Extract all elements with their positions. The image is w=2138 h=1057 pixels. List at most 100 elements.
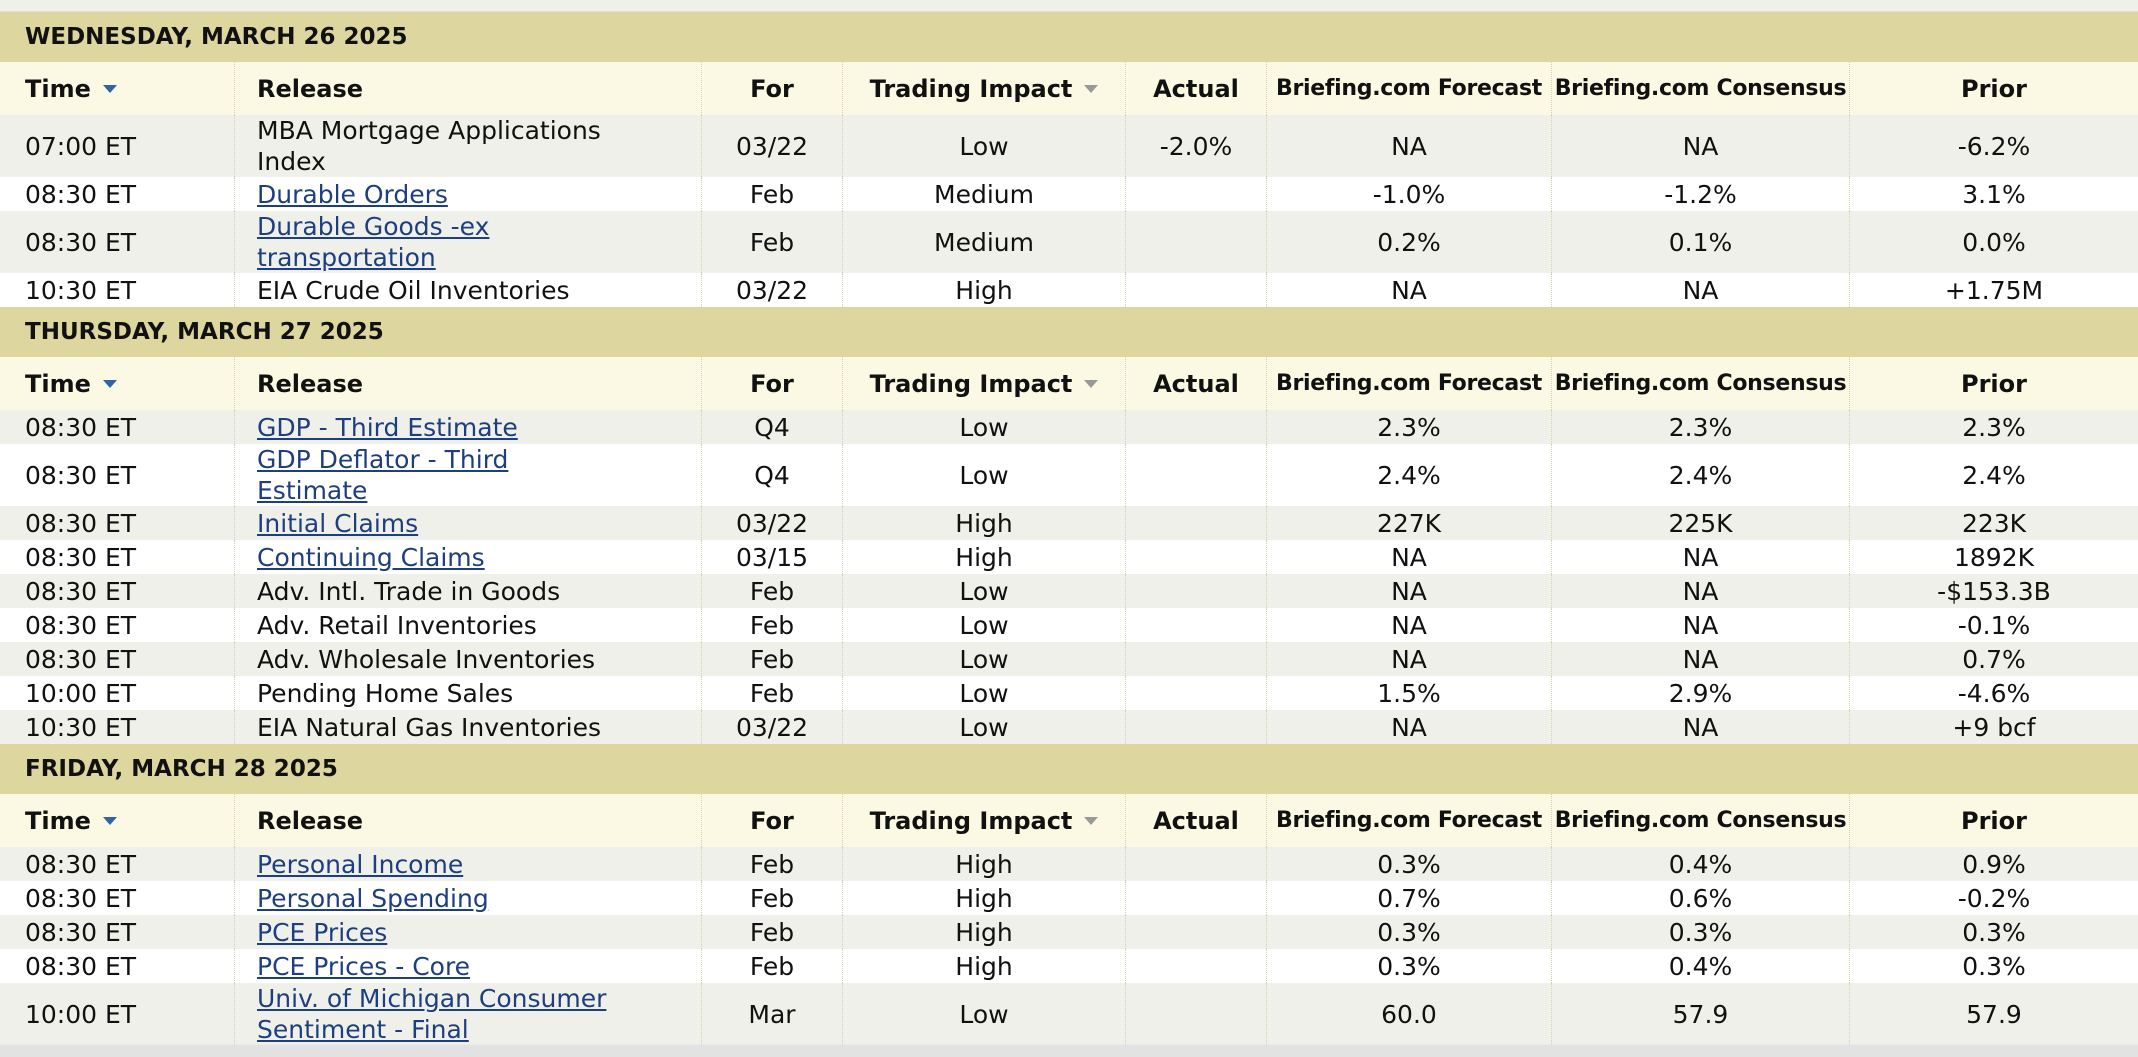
- release-row: 08:30 ET Personal Income Feb High 0.3% 0.4% 0.…: [0, 847, 2138, 881]
- release-link[interactable]: PCE Prices: [257, 917, 388, 947]
- release-link[interactable]: PCE Prices - Core: [257, 951, 471, 981]
- cell-7: +1.75M: [1850, 273, 2138, 307]
- cell-text: 03/22: [735, 712, 809, 742]
- column-header[interactable]: Time: [0, 62, 235, 115]
- release-link[interactable]: Durable Orders: [257, 179, 448, 209]
- column-header[interactable]: Trading Impact: [843, 62, 1126, 115]
- cell-3: High: [843, 540, 1126, 574]
- column-header: Actual: [1126, 62, 1267, 115]
- cell-text: NA: [1682, 275, 1719, 305]
- release-link[interactable]: Initial Claims: [257, 508, 419, 538]
- cell-6: 0.6%: [1552, 881, 1850, 915]
- column-header-text: Trading Impact: [869, 806, 1073, 835]
- sort-arrow[interactable]: [1084, 379, 1099, 388]
- cell-0: 08:30 ET: [0, 915, 235, 949]
- sort-arrow[interactable]: [102, 84, 117, 93]
- cell-text: NA: [1391, 610, 1427, 640]
- release-row: 10:30 ET EIA Crude Oil Inventories 03/22 Hi…: [0, 273, 2138, 307]
- column-header: Briefing.com Forecast: [1267, 62, 1552, 115]
- cell-2: 03/22: [702, 710, 843, 744]
- cell-text: 08:30 ET: [25, 951, 137, 981]
- release-link[interactable]: GDP Deflator - Third Estimate: [257, 445, 509, 505]
- cell-text: Medium: [934, 179, 1034, 209]
- column-header: Actual: [1126, 794, 1267, 847]
- cell-text: 08:30 ET: [25, 883, 137, 913]
- day-header: THURSDAY, MARCH 27 2025: [0, 307, 2138, 357]
- cell-6: NA: [1552, 710, 1850, 744]
- column-header[interactable]: Time: [0, 794, 235, 847]
- cell-0: 08:30 ET: [0, 540, 235, 574]
- sort-arrow[interactable]: [102, 816, 117, 825]
- release-link[interactable]: Durable Goods -ex transportation: [257, 212, 490, 272]
- column-header: Briefing.com Consensus: [1552, 357, 1850, 410]
- cell-text: 227K: [1376, 508, 1442, 538]
- cell-text: 08:30 ET: [25, 179, 137, 209]
- sort-arrow[interactable]: [102, 379, 117, 388]
- cell-7: -0.1%: [1850, 608, 2138, 642]
- column-header-text: Release: [257, 74, 364, 103]
- release-link[interactable]: Personal Income: [257, 849, 464, 879]
- column-header-text: For: [750, 806, 794, 835]
- cell-text: 07:00 ET: [25, 131, 137, 161]
- release-link[interactable]: GDP - Third Estimate: [257, 412, 518, 442]
- column-header: Prior: [1850, 62, 2138, 115]
- cell-2: Feb: [702, 211, 843, 273]
- column-header[interactable]: Trading Impact: [843, 357, 1126, 410]
- cell-text: 1.5%: [1377, 678, 1441, 708]
- cell-0: 08:30 ET: [0, 608, 235, 642]
- cell-3: High: [843, 949, 1126, 983]
- cell-text: 10:30 ET: [25, 712, 137, 742]
- cell-text: Pending Home Sales: [257, 678, 514, 708]
- cell-0: 08:30 ET: [0, 444, 235, 506]
- release-row: 08:30 ET Adv. Wholesale Inventories Feb Low…: [0, 642, 2138, 676]
- cell-5: NA: [1267, 115, 1552, 177]
- cell-4: [1126, 676, 1267, 710]
- cell-5: 227K: [1267, 506, 1552, 540]
- release-row: 08:30 ET Durable Orders Feb Medium -1.0% -1.2…: [0, 177, 2138, 211]
- cell-text: 3.1%: [1962, 179, 2026, 209]
- release-row: 08:30 ET Personal Spending Feb High 0.7% 0.6%…: [0, 881, 2138, 915]
- column-header: Release: [235, 357, 702, 410]
- column-header: Release: [235, 62, 702, 115]
- cell-text: 03/22: [735, 275, 809, 305]
- cell-6: 0.4%: [1552, 847, 1850, 881]
- column-header-text: Release: [257, 806, 364, 835]
- cell-7: 0.7%: [1850, 642, 2138, 676]
- cell-0: 08:30 ET: [0, 881, 235, 915]
- column-header-text: Briefing.com Consensus: [1554, 76, 1847, 101]
- cell-7: -$153.3B: [1850, 574, 2138, 608]
- release-link[interactable]: Personal Spending: [257, 883, 489, 913]
- release-row: 08:30 ET PCE Prices Feb High 0.3% 0.3% 0.3%: [0, 915, 2138, 949]
- cell-1: GDP Deflator - Third Estimate: [235, 444, 702, 506]
- cell-3: High: [843, 506, 1126, 540]
- cell-7: 2.4%: [1850, 444, 2138, 506]
- cell-text: 0.3%: [1377, 849, 1441, 879]
- sort-arrow[interactable]: [1084, 84, 1099, 93]
- column-header-text: Briefing.com Forecast: [1276, 76, 1542, 101]
- cell-4: [1126, 410, 1267, 444]
- cell-text: 0.4%: [1668, 849, 1733, 879]
- cell-text: 57.9: [1672, 999, 1729, 1029]
- column-header[interactable]: Trading Impact: [843, 794, 1126, 847]
- cell-5: 60.0: [1267, 983, 1552, 1045]
- cell-text: 10:00 ET: [25, 678, 137, 708]
- cell-text: NA: [1682, 712, 1719, 742]
- column-header-row: Time Release For Trading Impact Actual Briefi…: [0, 357, 2138, 410]
- cell-text: -2.0%: [1159, 131, 1233, 161]
- cell-7: 0.3%: [1850, 949, 2138, 983]
- cell-6: NA: [1552, 115, 1850, 177]
- sort-arrow[interactable]: [1084, 816, 1099, 825]
- column-header-text: Trading Impact: [869, 74, 1073, 103]
- cell-text: NA: [1391, 644, 1427, 674]
- column-header[interactable]: Time: [0, 357, 235, 410]
- cell-text: 0.3%: [1377, 951, 1441, 981]
- cell-text: Low: [959, 644, 1009, 674]
- release-link[interactable]: Univ. of Michigan Consumer Sentiment - F…: [257, 984, 607, 1044]
- cell-4: [1126, 608, 1267, 642]
- cell-6: 0.3%: [1552, 915, 1850, 949]
- cell-text: Feb: [749, 849, 795, 879]
- cell-5: NA: [1267, 608, 1552, 642]
- cell-1: Personal Income: [235, 847, 702, 881]
- release-link[interactable]: Continuing Claims: [257, 542, 485, 572]
- cell-2: Feb: [702, 847, 843, 881]
